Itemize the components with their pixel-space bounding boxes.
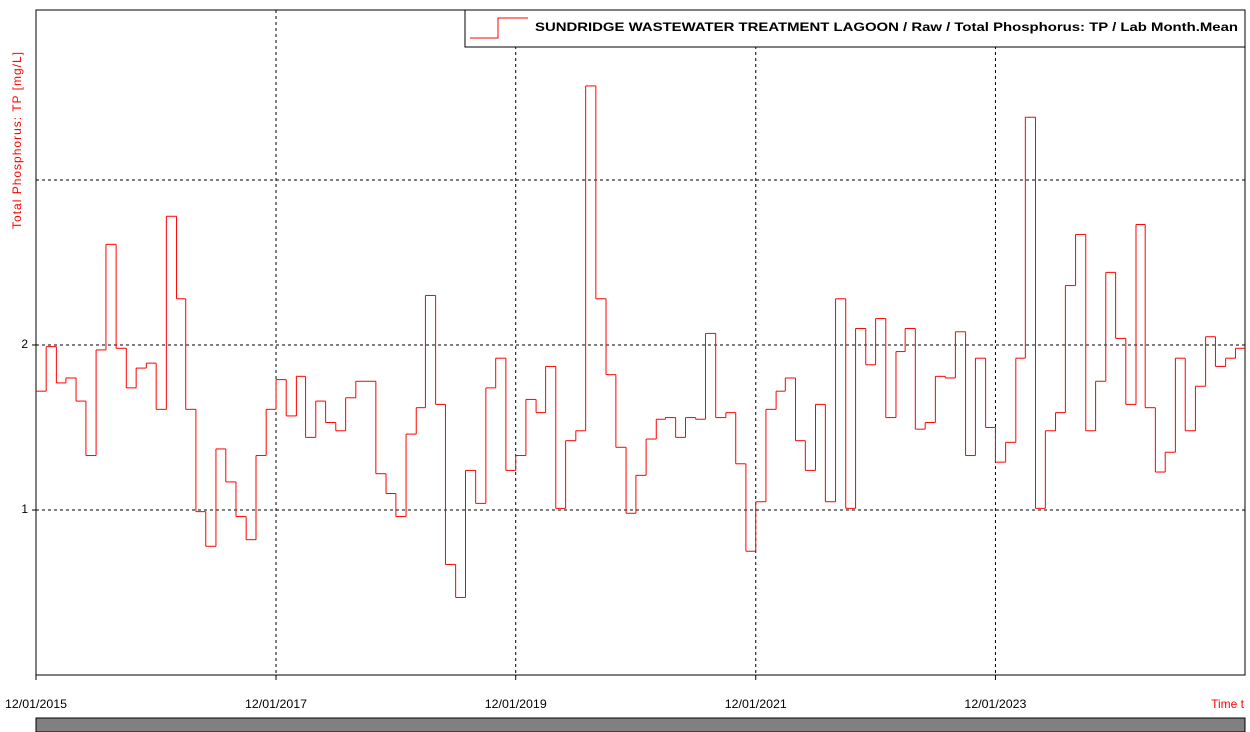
y-axis-title: Total Phosphorus: TP [mg/L] [10, 51, 24, 229]
series [36, 85, 1245, 598]
legend-swatch [470, 17, 528, 39]
x-tick-label: 12/01/2017 [245, 697, 307, 711]
x-tick-label: 12/01/2021 [725, 697, 787, 711]
x-tick-label: 12/01/2023 [964, 697, 1026, 711]
x-axis-title: Time t [1211, 697, 1245, 711]
x-tick-label: 12/01/2019 [485, 697, 547, 711]
legend-label: SUNDRIDGE WASTEWATER TREATMENT LAGOON / … [535, 20, 1238, 34]
y-tick-label: 2 [21, 337, 28, 351]
y-tick-label: 1 [21, 502, 28, 516]
plot-frame [35, 9, 1246, 676]
legend-box [464, 9, 1246, 48]
x-tick-label: 12/01/2015 [5, 697, 67, 711]
scrollbar[interactable] [35, 717, 1246, 732]
